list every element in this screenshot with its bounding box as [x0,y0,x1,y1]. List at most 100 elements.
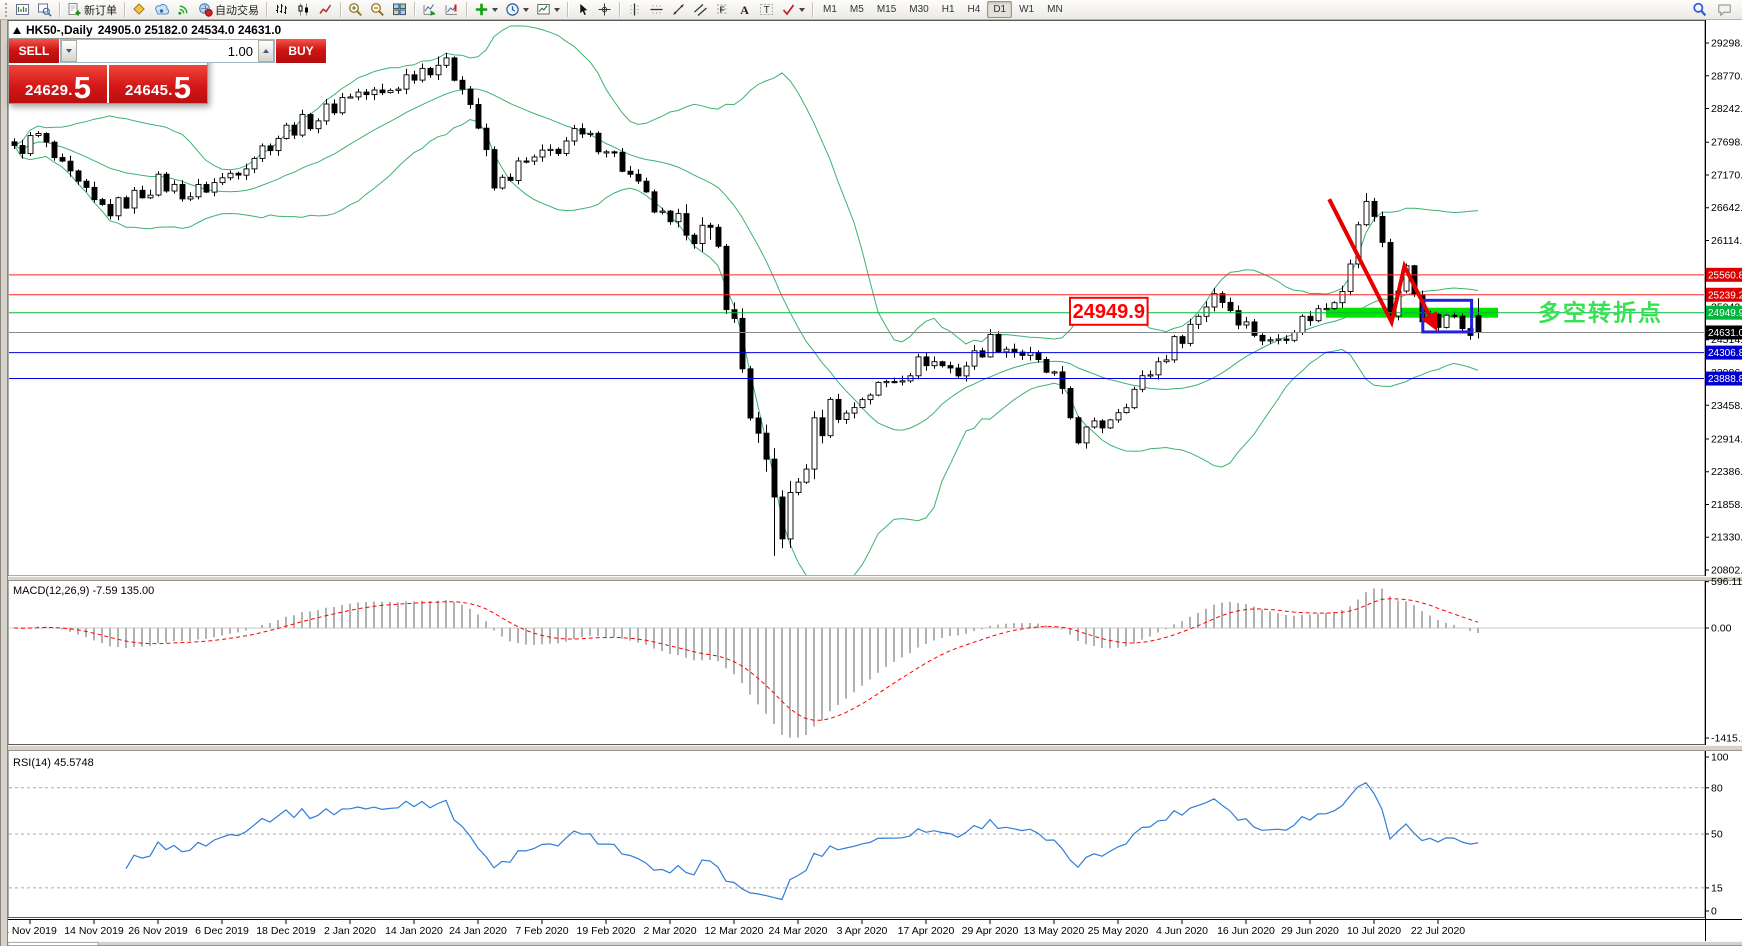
auto-scroll-icon [422,2,437,17]
toolbar-signals-button[interactable] [173,1,194,19]
panel-splitter[interactable] [0,941,1742,946]
toolbar-zoom-in-button[interactable] [345,1,366,19]
chart-ohlc-values: 24905.0 25182.0 24534.0 24631.0 [97,23,282,37]
macd-panel [9,588,1704,738]
toolbar-new-chart-button[interactable] [12,1,33,19]
search-icon [1692,2,1707,17]
volume-down-button[interactable] [61,40,77,62]
toolbar-profiles-button[interactable] [34,1,55,19]
rsi-axis-label: 0 [1711,906,1717,918]
bar-chart-icon [274,2,289,17]
timeframe-d1-button[interactable]: D1 [987,1,1013,18]
trendline-icon [671,2,686,17]
toolbar-bar-chart-button[interactable] [271,1,292,19]
new-order-label: 新订单 [84,4,117,17]
toolbar-autotrade-button[interactable]: 自动交易 [195,1,262,19]
price-level-axis-label [1706,371,1742,386]
sell-price-int: 24629. [25,82,73,99]
macd-axis-label: -1415.19 [1711,733,1742,745]
toolbar-separator [414,2,415,17]
toolbar-text-label-button[interactable]: T [756,1,777,19]
profiles-icon [37,2,52,17]
y-axis-tick-label: 21330.0 [1711,532,1742,544]
toolbar-chat-button[interactable] [1714,1,1735,19]
toolbar-new-order-button[interactable]: 新订单 [64,1,120,19]
volume-up-button[interactable] [258,40,274,62]
trade-prices-row: 24629. 5 24645. 5 [9,63,207,103]
toolbar-line-chart-button[interactable] [315,1,336,19]
price-level-axis-value: 25239.2 [1708,290,1742,301]
y-axis-tick-label: 28242.0 [1711,103,1742,115]
toolbar-separator [567,2,568,17]
price-callout-text: 24949.9 [1073,301,1145,323]
toolbar-vertical-line-button[interactable] [624,1,645,19]
line-chart-icon [318,2,333,17]
x-axis-date-label: 19 Feb 2020 [577,925,636,937]
price-level-axis-value: 23888.8 [1708,374,1742,385]
buy-button[interactable]: BUY [276,39,326,63]
toolbar-candlestick-chart-button[interactable] [293,1,314,19]
timeframe-h4-button[interactable]: H4 [967,4,981,15]
zoom-in-icon [348,2,363,17]
bollinger-middle-band [13,88,1479,431]
toolbar-shapes-button[interactable] [778,1,808,19]
timeframe-m1-button[interactable]: M1 [823,4,837,15]
timeframe-mn-button[interactable]: MN [1047,4,1063,15]
timeframe-m5-button[interactable]: M5 [849,4,864,15]
price-callout-box[interactable] [1069,296,1149,326]
dropdown-arrow-icon [492,7,498,12]
turning-point-label[interactable]: 多空转折点 [1538,300,1663,326]
x-axis-date-label: 26 Nov 2019 [128,925,188,937]
toolbar-templates-button[interactable] [533,1,563,19]
toolbar-auto-scroll-button[interactable] [419,1,440,19]
toolbar-grip [5,2,9,17]
toolbar-periods-button[interactable] [502,1,532,19]
timeframe-w1-button[interactable]: W1 [1019,4,1035,15]
trend-arrow-annotation[interactable] [1327,198,1438,332]
channel-icon [693,2,708,17]
toolbar-trendline-button[interactable] [668,1,689,19]
toolbar-crosshair-button[interactable] [594,1,615,19]
dropdown-arrow-icon [554,7,560,12]
dropdown-arrow-icon [523,7,529,12]
toolbar-chart-shift-button[interactable] [441,1,462,19]
panel-splitter[interactable] [0,745,1742,751]
toolbar-channel-button[interactable] [690,1,711,19]
toolbar-fibonacci-button[interactable]: F [712,1,733,19]
buy-price[interactable]: 24645. 5 [109,65,207,103]
sell-button[interactable]: SELL [9,39,59,63]
templates-icon [536,2,551,17]
timeframe-h1-button[interactable]: H1 [941,4,955,15]
sell-price[interactable]: 24629. 5 [9,65,107,103]
toolbar-search-button[interactable] [1689,1,1710,19]
toolbar-cursor-button[interactable] [572,1,593,19]
volume-input[interactable] [77,40,258,62]
toolbar-indicators-button[interactable] [471,1,501,19]
toolbar-community-button[interactable] [151,1,172,19]
toolbar-zoom-out-button[interactable] [367,1,388,19]
x-axis-date-label: 4 Nov 2019 [3,925,57,937]
panel-splitter[interactable] [0,576,1742,581]
zoom-out-icon [370,2,385,17]
text-label-icon: T [759,2,774,17]
triangle-down-icon [66,49,72,53]
collapse-icon[interactable] [13,26,21,34]
toolbar-tile-windows-button[interactable] [389,1,410,19]
community-icon [154,2,169,17]
timeframe-m15-button[interactable]: M15 [876,4,897,15]
toolbar-text-button[interactable]: A [734,1,755,19]
window-left-edge [0,20,8,946]
cursor-icon [575,2,590,17]
x-axis-date-label: 17 Apr 2020 [898,925,955,937]
toolbar-separator [466,2,467,17]
toolbar-market-watch-button[interactable] [129,1,150,19]
buy-price-big: 5 [173,69,191,105]
toolbar-right-icons [1689,1,1739,19]
x-axis-date-label: 4 Jun 2020 [1156,925,1208,937]
macd-label: MACD(12,26,9) -7.59 135.00 [13,585,154,597]
chat-icon [1717,2,1732,17]
toolbar-horizontal-line-button[interactable] [646,1,667,19]
timeframe-m30-button[interactable]: M30 [909,4,929,15]
